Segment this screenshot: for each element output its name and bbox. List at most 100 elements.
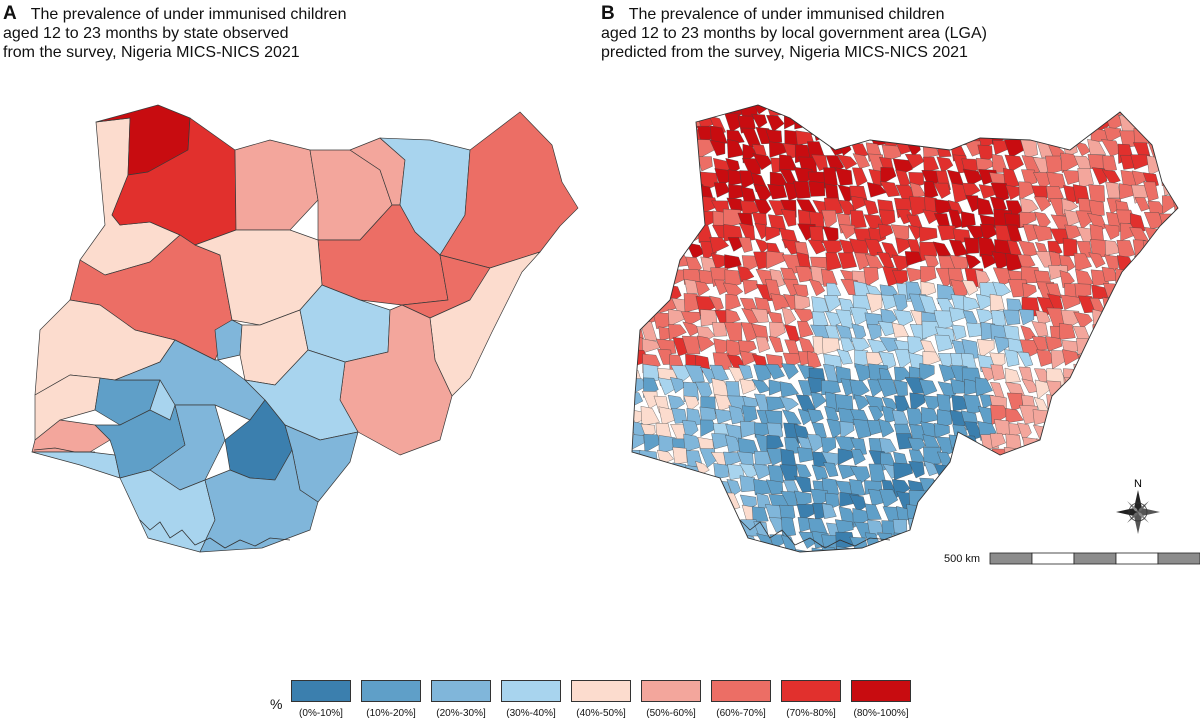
lga-cell: [977, 339, 995, 359]
lga-cell: [781, 363, 799, 380]
lga-cell: [952, 447, 972, 467]
lga-cell: [934, 423, 950, 439]
lga-cell: [696, 547, 716, 552]
lga-cell: [1062, 504, 1081, 524]
lga-cell: [937, 490, 953, 508]
lga-cell: [908, 518, 926, 538]
lga-cell: [739, 378, 756, 395]
lga-cell: [1031, 111, 1047, 129]
lga-cell: [655, 211, 674, 230]
lga-cell: [811, 105, 828, 120]
lga-cell: [1143, 181, 1159, 202]
lga-cell: [657, 490, 678, 509]
lga-cell: [710, 549, 729, 552]
lga-cell: [656, 105, 672, 115]
lga-cell: [1091, 368, 1111, 387]
lga-cell: [964, 447, 981, 466]
lga-cell: [725, 293, 741, 312]
legend-unit: %: [270, 696, 283, 712]
lga-cell: [1170, 115, 1178, 133]
lga-cell: [669, 154, 685, 174]
lga-cell: [1045, 419, 1061, 434]
lga-cell: [866, 114, 887, 132]
lga-cell: [737, 451, 754, 469]
lga-cell: [1118, 325, 1140, 343]
lga-cell: [920, 281, 937, 298]
lga-cell: [1172, 185, 1178, 203]
lga-cell: [684, 105, 700, 118]
lga-cell: [1032, 224, 1053, 242]
lga-cell: [1119, 437, 1137, 453]
lga-cell: [937, 381, 956, 401]
lga-cell: [782, 409, 802, 427]
lga-cell: [1073, 253, 1092, 272]
lga-cell: [866, 323, 882, 341]
lga-cell: [1161, 171, 1178, 187]
lga-cell: [639, 506, 655, 525]
lga-cell: [892, 269, 909, 286]
lga-cell: [1156, 128, 1173, 145]
scale-bar-segment: [1115, 552, 1159, 565]
lga-cell: [964, 504, 982, 524]
lga-cell: [921, 407, 939, 424]
lga-cell: [1047, 410, 1068, 429]
lga-cell: [1088, 530, 1109, 548]
lga-cell: [644, 546, 663, 552]
lga-cell: [767, 464, 784, 484]
legend-item: (70%-80%]: [781, 680, 841, 719]
lga-cell: [725, 532, 743, 552]
lga-cell: [1060, 519, 1080, 535]
lga-cell: [738, 222, 756, 241]
lga-cell: [877, 105, 896, 120]
lga-cell: [632, 298, 641, 319]
lga-cell: [686, 183, 704, 202]
lga-cell: [1092, 379, 1110, 399]
lga-cell: [711, 507, 729, 526]
lga-cell: [683, 395, 700, 412]
lga-cell: [1035, 478, 1053, 495]
lga-cell: [1116, 240, 1136, 260]
lga-cell: [670, 549, 690, 552]
lga-cell: [797, 320, 814, 338]
lga-cell: [632, 545, 647, 552]
lga-cell: [1030, 531, 1050, 550]
legend-swatch: [291, 680, 351, 702]
lga-cell: [1004, 349, 1020, 367]
lga-cell: [632, 154, 648, 172]
lga-cell: [992, 281, 1011, 299]
legend: (0%-10%] (10%-20%] (20%-30%] (30%-40%] (…: [291, 680, 911, 719]
lga-cell: [923, 181, 939, 201]
panel-b-letter: B: [601, 3, 615, 24]
lga-cell: [658, 476, 675, 496]
lga-cell: [1004, 505, 1022, 520]
lga-cell: [683, 549, 702, 552]
lga-cell: [1091, 493, 1111, 510]
lga-cell: [672, 446, 688, 465]
lga-cell: [683, 157, 701, 176]
lga-cell: [975, 269, 991, 289]
lga-cell: [669, 212, 686, 231]
lga-cell: [1157, 153, 1178, 173]
lga-cell: [1172, 155, 1178, 175]
lga-cell: [1104, 254, 1119, 274]
compass-ne-point: [1138, 501, 1149, 512]
lga-cell: [781, 307, 797, 326]
lga-cell: [725, 158, 740, 175]
lga-cell: [907, 546, 923, 552]
panel-b-title-line-1: The prevalence of under immunised childr…: [628, 6, 945, 23]
lga-cell: [962, 182, 981, 199]
lga-cell: [1103, 351, 1123, 372]
lga-cell: [965, 253, 981, 270]
lga-cell: [740, 549, 758, 552]
lga-cell: [671, 239, 689, 257]
lga-cell: [710, 521, 726, 537]
lga-cell: [741, 405, 758, 424]
lga-cell: [1087, 138, 1107, 155]
lga-cell: [963, 237, 980, 254]
lga-cell: [658, 507, 675, 525]
lga-cell: [834, 519, 854, 534]
lga-cell: [923, 549, 939, 552]
lga-cell: [1145, 266, 1163, 285]
lga-cell: [893, 105, 912, 119]
